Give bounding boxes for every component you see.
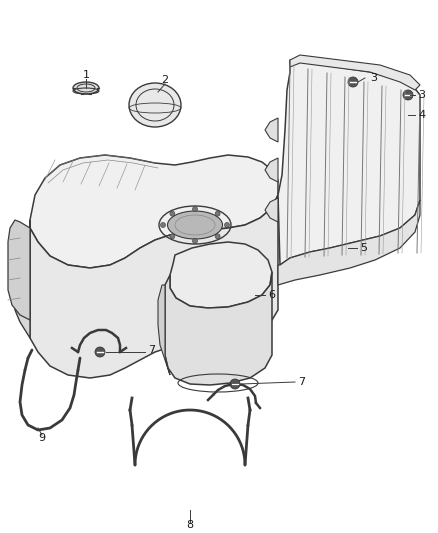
Circle shape: [215, 211, 220, 216]
Text: 7: 7: [298, 377, 305, 387]
Text: 9: 9: [39, 433, 46, 443]
Polygon shape: [265, 118, 278, 142]
Circle shape: [403, 90, 413, 100]
Text: 6: 6: [268, 290, 275, 300]
Polygon shape: [158, 285, 170, 375]
Circle shape: [170, 211, 175, 216]
Polygon shape: [8, 220, 30, 320]
Circle shape: [348, 77, 358, 87]
Circle shape: [170, 234, 175, 239]
Circle shape: [230, 379, 240, 389]
Circle shape: [225, 222, 230, 228]
Polygon shape: [265, 158, 278, 182]
Polygon shape: [165, 272, 272, 385]
Polygon shape: [15, 228, 30, 338]
Circle shape: [160, 222, 166, 228]
Polygon shape: [170, 242, 272, 308]
Circle shape: [192, 238, 198, 244]
Text: 5: 5: [360, 243, 367, 253]
Circle shape: [192, 206, 198, 212]
Text: 3: 3: [418, 90, 425, 100]
Polygon shape: [278, 200, 420, 285]
Polygon shape: [290, 55, 420, 90]
Polygon shape: [30, 195, 278, 378]
Text: 8: 8: [187, 520, 194, 530]
Polygon shape: [30, 155, 278, 268]
Polygon shape: [278, 60, 420, 265]
Polygon shape: [265, 198, 278, 222]
Ellipse shape: [167, 211, 223, 239]
Text: 3: 3: [370, 73, 377, 83]
Ellipse shape: [129, 83, 181, 127]
Text: 7: 7: [148, 345, 155, 355]
Circle shape: [215, 234, 220, 239]
Text: 4: 4: [418, 110, 425, 120]
Text: 1: 1: [82, 70, 89, 80]
Text: 2: 2: [162, 75, 169, 85]
Ellipse shape: [73, 82, 99, 94]
Circle shape: [95, 347, 105, 357]
